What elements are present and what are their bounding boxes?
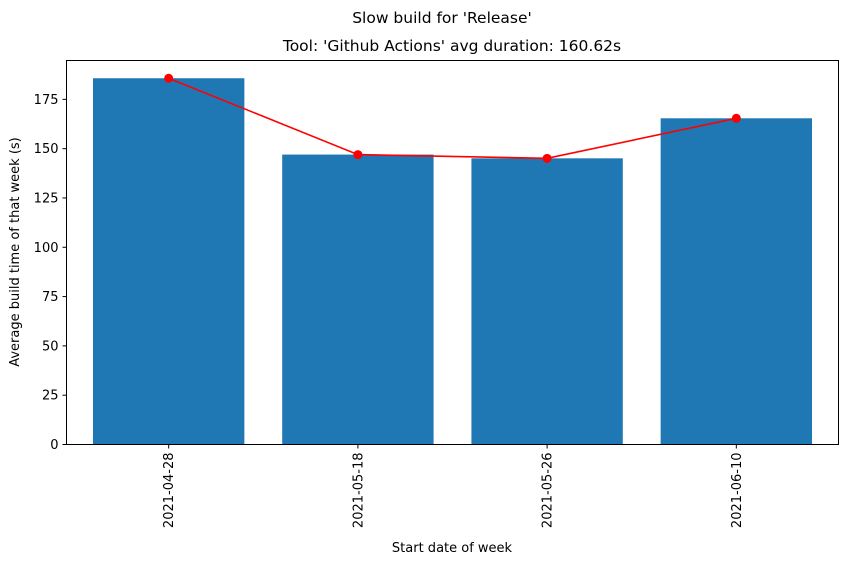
x-tick-label: 2021-06-10 (730, 453, 745, 529)
bar-2021-05-26 (471, 158, 623, 445)
x-axis-label: Start date of week (392, 541, 513, 556)
y-tick-label: 75 (42, 290, 59, 305)
y-tick-label: 0 (50, 438, 58, 453)
x-axis: 2021-04-28 2021-05-18 2021-05-26 2021-06-10 (162, 444, 745, 529)
series-line (168, 77, 737, 160)
line-layer (164, 73, 741, 163)
chart-title: Tool: 'Github Actions' avg duration: 160… (282, 37, 621, 55)
plot-frame (66, 60, 839, 445)
y-tick-label: 50 (42, 339, 59, 354)
x-tick-label: 2021-05-18 (351, 453, 366, 529)
bar-2021-05-18 (282, 154, 434, 445)
bar-2021-04-28 (92, 78, 245, 445)
bars-layer (92, 78, 813, 445)
line-point-2021-06-10 (731, 113, 741, 123)
bar-2021-06-10 (660, 118, 813, 445)
y-tick-label: 150 (34, 142, 59, 157)
line-point-2021-04-28 (164, 73, 174, 83)
y-tick-label: 125 (34, 191, 59, 206)
x-tick-label: 2021-05-26 (541, 453, 556, 529)
y-axis: 0 25 50 75 100 125 150 175 (34, 93, 67, 453)
chart-suptitle: Slow build for 'Release' (352, 9, 532, 27)
y-tick-label: 175 (34, 93, 59, 108)
x-tick-label: 2021-04-28 (162, 453, 177, 529)
y-tick-label: 25 (42, 389, 59, 404)
line-point-2021-05-18 (353, 150, 363, 160)
y-tick-label: 100 (34, 241, 59, 256)
y-axis-label: Average build time of that week (s) (8, 137, 23, 367)
line-point-2021-05-26 (542, 153, 552, 163)
